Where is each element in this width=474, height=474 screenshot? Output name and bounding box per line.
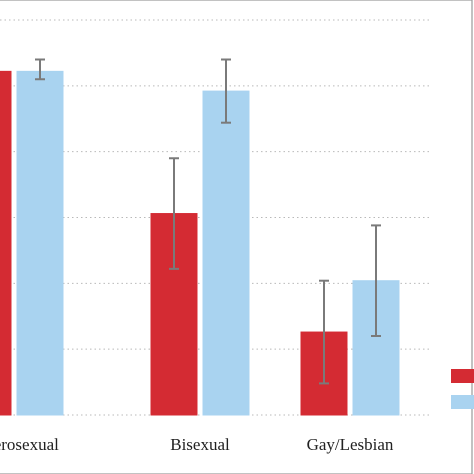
x-tick-label: Gay/Lesbian xyxy=(307,435,394,454)
x-tick-label: Bisexual xyxy=(170,435,230,454)
x-tick-label: Heterosexual xyxy=(0,435,59,454)
bar-red-0 xyxy=(0,70,12,416)
legend-swatch-0 xyxy=(451,369,474,383)
bar-blue-1 xyxy=(202,90,250,416)
legend-swatch-1 xyxy=(451,395,474,409)
bar-blue-2 xyxy=(352,280,400,416)
bar-blue-0 xyxy=(16,70,64,416)
